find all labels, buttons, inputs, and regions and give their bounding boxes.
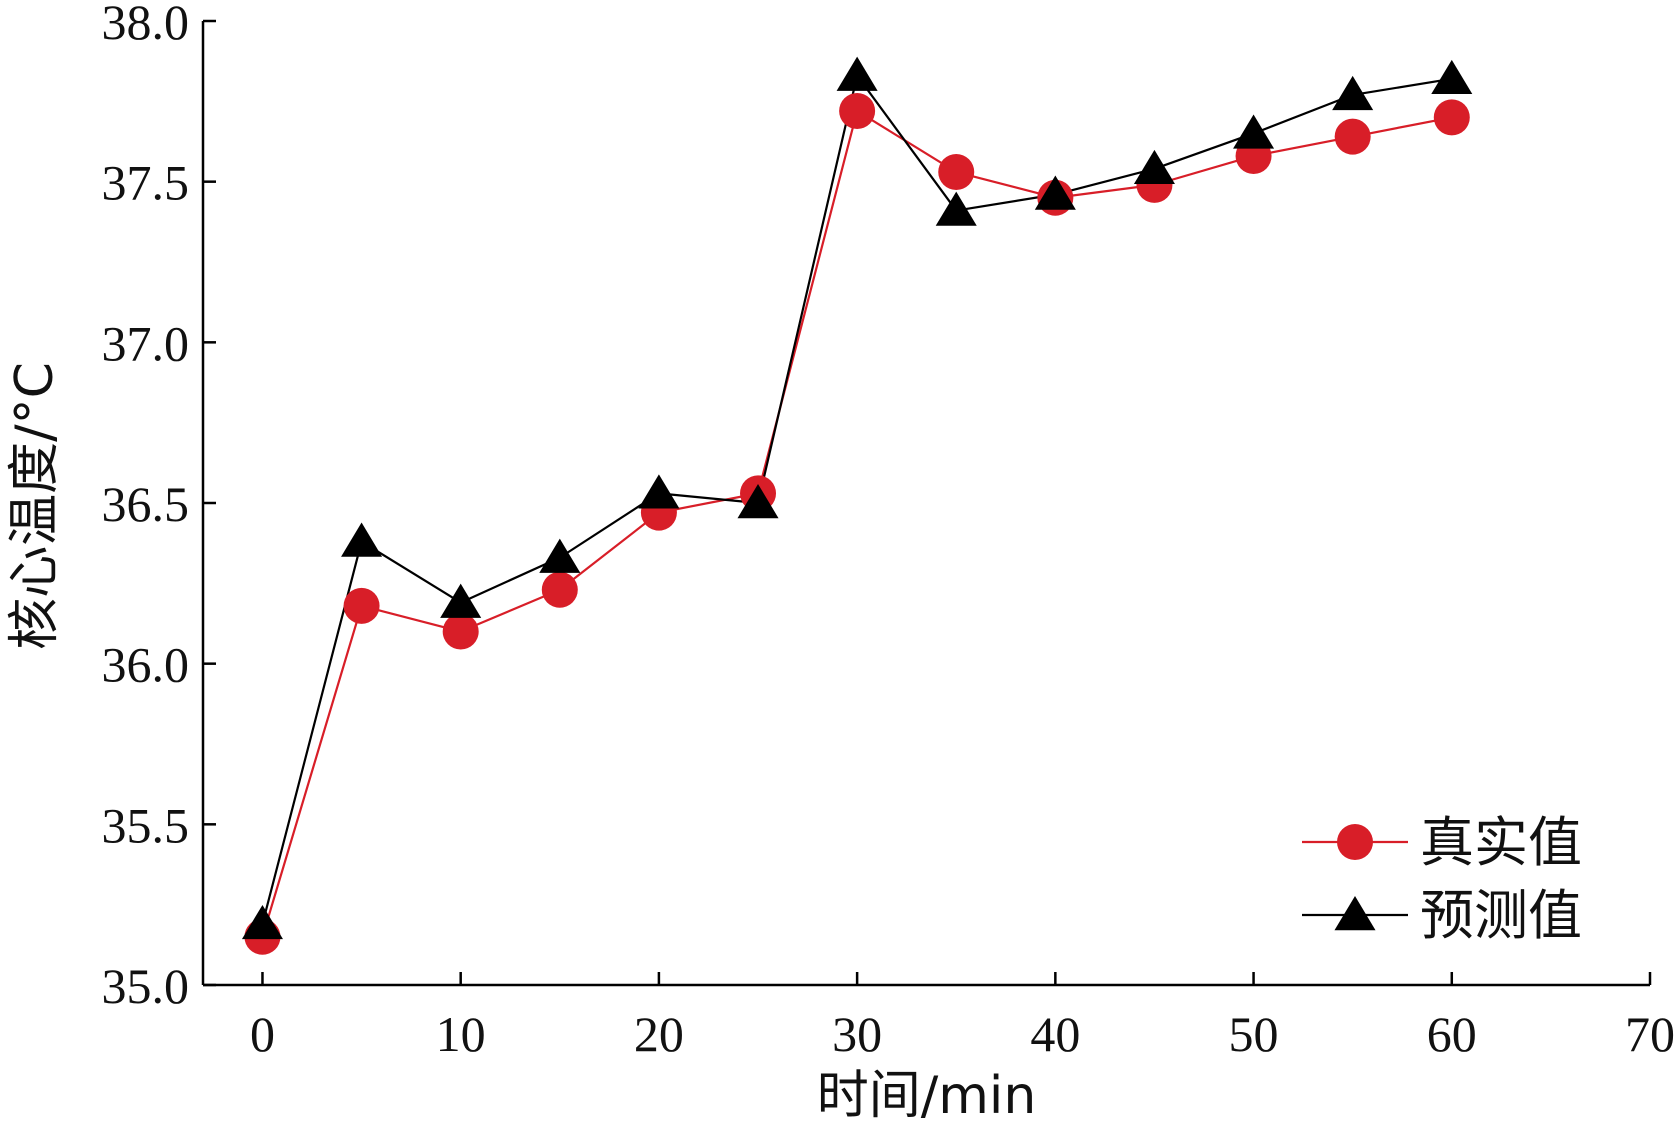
x-tick-label: 50 xyxy=(1229,1006,1279,1062)
x-tick-label: 30 xyxy=(832,1006,882,1062)
legend-label: 预测值 xyxy=(1420,884,1582,947)
series-lines xyxy=(261,74,1452,938)
data-point-triangle xyxy=(935,191,977,226)
x-tick-label: 60 xyxy=(1427,1006,1477,1062)
legend-marker-triangle xyxy=(1334,896,1376,931)
y-tick-label: 36.0 xyxy=(102,637,190,693)
y-ticks: 35.0 35.5 36.0 36.5 37.0 37.5 38.0 xyxy=(102,0,216,1014)
data-point-circle xyxy=(839,92,876,129)
data-point-triangle xyxy=(638,474,680,509)
x-tick-label: 70 xyxy=(1625,1006,1675,1062)
x-tick-label: 20 xyxy=(634,1006,684,1062)
y-tick-label: 37.0 xyxy=(102,315,190,371)
data-point-triangle xyxy=(836,56,878,91)
data-point-triangle xyxy=(1233,114,1275,149)
y-tick-label: 35.5 xyxy=(102,797,190,853)
x-tick-label: 10 xyxy=(436,1006,486,1062)
data-point-triangle xyxy=(440,583,482,618)
series-line-1 xyxy=(261,109,1452,938)
legend-marker-circle xyxy=(1337,824,1373,860)
legend-label: 真实值 xyxy=(1420,811,1582,874)
y-axis-title: 核心温度/°C xyxy=(5,362,65,650)
x-axis-title: 时间/min xyxy=(817,1066,1037,1123)
data-point-circle xyxy=(442,613,479,650)
x-tick-label: 0 xyxy=(250,1006,275,1062)
series-markers xyxy=(241,56,1473,955)
data-point-circle xyxy=(541,571,578,608)
data-point-circle xyxy=(938,154,975,191)
y-tick-label: 35.0 xyxy=(102,958,190,1014)
data-point-circle xyxy=(1334,118,1371,155)
data-point-triangle xyxy=(539,538,581,573)
data-point-triangle xyxy=(341,522,383,557)
data-point-triangle xyxy=(737,484,779,519)
x-tick-label: 40 xyxy=(1030,1006,1080,1062)
data-point-circle xyxy=(343,587,380,624)
data-point-triangle xyxy=(1034,175,1076,210)
x-ticks: 0 10 20 30 40 50 60 70 xyxy=(250,972,1675,1062)
data-point-triangle xyxy=(1332,75,1374,111)
data-point-circle xyxy=(1433,99,1470,136)
y-tick-label: 36.5 xyxy=(102,476,190,532)
y-tick-label: 38.0 xyxy=(102,0,190,50)
data-point-triangle xyxy=(1133,149,1175,185)
series-line-2 xyxy=(261,74,1452,925)
y-tick-label: 37.5 xyxy=(102,155,190,211)
data-point-triangle xyxy=(1431,59,1473,95)
data-point-triangle xyxy=(241,904,283,940)
